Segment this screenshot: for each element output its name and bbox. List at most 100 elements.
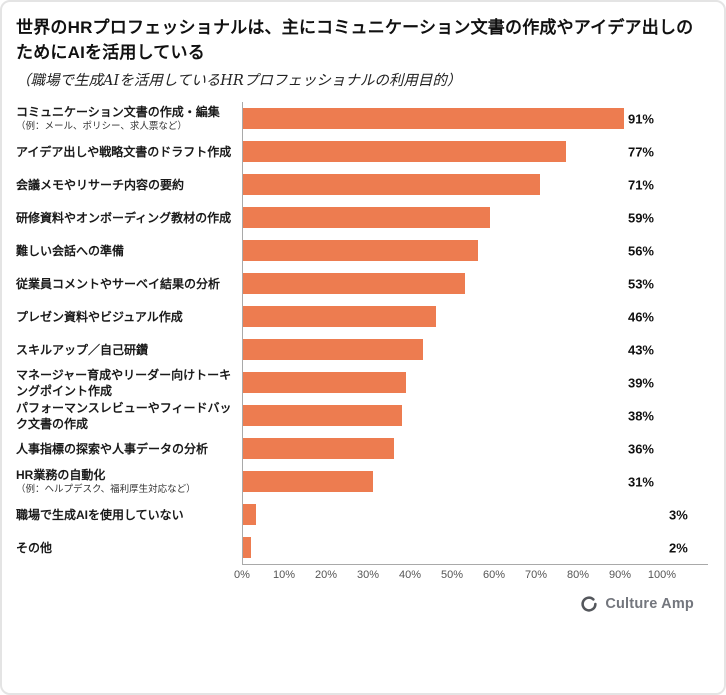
x-axis-ticks: 0% 10% 20% 30% 40% 50% 60% 70% 80% 90% 100% <box>234 569 676 585</box>
bar-track: 77% <box>243 141 662 163</box>
bar-label-group: 職場で生成AIを使用していない <box>16 507 242 523</box>
x-tick: 20% <box>314 569 338 582</box>
x-tick: 0% <box>234 569 250 582</box>
bar-caption: （例：ヘルプデスク、福利厚生対応など） <box>16 483 196 495</box>
bar-value: 91% <box>627 111 654 127</box>
x-axis-line: 0% 10% 20% 30% 40% 50% 60% 70% 80% 90% 100% <box>234 564 708 585</box>
bar-row: その他 2% <box>16 531 708 565</box>
bar-label-group: スキルアップ／自己研鑽 <box>16 342 242 358</box>
bar-value: 77% <box>627 144 654 160</box>
bar-label: 研修資料やオンボーディング教材の作成 <box>16 210 232 225</box>
bar-label: その他 <box>16 540 53 555</box>
bar <box>243 108 625 130</box>
bar-label-group: 研修資料やオンボーディング教材の作成 <box>16 210 242 226</box>
bar-chart: コミュニケーション文書の作成・編集 （例：メール、ポリシー、求人票など） 91%… <box>16 102 708 585</box>
bar-row: コミュニケーション文書の作成・編集 （例：メール、ポリシー、求人票など） 91% <box>16 102 708 136</box>
bar-track: 39% <box>243 372 662 394</box>
bar-label-group: HR業務の自動化 （例：ヘルプデスク、福利厚生対応など） <box>16 467 242 497</box>
bar-row: 職場で生成AIを使用していない 3% <box>16 498 708 532</box>
bar-track: 71% <box>243 174 662 196</box>
bar-row: プレゼン資料やビジュアル作成 46% <box>16 300 708 334</box>
bar-value: 38% <box>627 408 654 424</box>
bar-value: 43% <box>627 342 654 358</box>
bar <box>243 174 541 196</box>
bar-track: 91% <box>243 108 662 130</box>
bar-label-group: 会議メモやリサーチ内容の要約 <box>16 177 242 193</box>
bar-track: 56% <box>243 240 662 262</box>
bar <box>243 438 394 460</box>
bar-row: マネージャー育成やリーダー向けトーキングポイント作成 39% <box>16 366 708 400</box>
bar <box>243 240 478 262</box>
bar-plot-area: 38% <box>242 399 708 433</box>
bar <box>243 207 491 229</box>
bar-label: スキルアップ／自己研鑽 <box>16 342 149 357</box>
bar-row: スキルアップ／自己研鑽 43% <box>16 333 708 367</box>
x-tick: 10% <box>272 569 296 582</box>
bar-row: 従業員コメントやサーベイ結果の分析 53% <box>16 267 708 301</box>
bar <box>243 372 407 394</box>
bar-label-group: アイデア出しや戦略文書のドラフト作成 <box>16 144 242 160</box>
footer: Culture Amp <box>16 595 708 613</box>
bar-track: 3% <box>243 504 688 526</box>
bar-label: HR業務の自動化 <box>16 467 106 482</box>
bar-label: アイデア出しや戦略文書のドラフト作成 <box>16 144 232 159</box>
bar-plot-area: 91% <box>242 102 708 136</box>
x-axis: 0% 10% 20% 30% 40% 50% 60% 70% 80% 90% 100% <box>16 564 708 585</box>
bar-row: 研修資料やオンボーディング教材の作成 59% <box>16 201 708 235</box>
bar-plot-area: 46% <box>242 300 708 334</box>
bar-plot-area: 59% <box>242 201 708 235</box>
bar <box>243 273 466 295</box>
bar <box>243 537 252 559</box>
bar-row: アイデア出しや戦略文書のドラフト作成 77% <box>16 135 708 169</box>
bar-track: 53% <box>243 273 662 295</box>
bar-label: 難しい会話への準備 <box>16 243 125 258</box>
bar <box>243 306 436 328</box>
bar-label: マネージャー育成やリーダー向けトーキングポイント作成 <box>16 367 232 398</box>
bar-track: 36% <box>243 438 662 460</box>
bar-plot-area: 39% <box>242 366 708 400</box>
bar-row: 難しい会話への準備 56% <box>16 234 708 268</box>
bar-value: 39% <box>627 375 654 391</box>
x-tick: 90% <box>608 569 632 582</box>
bar-plot-area: 31% <box>242 465 708 499</box>
bar-plot-area: 53% <box>242 267 708 301</box>
bar-value: 31% <box>627 474 654 490</box>
bar-label-group: コミュニケーション文書の作成・編集 （例：メール、ポリシー、求人票など） <box>16 104 242 134</box>
bar <box>243 471 373 493</box>
bar-track: 38% <box>243 405 662 427</box>
x-tick: 60% <box>482 569 506 582</box>
x-tick: 70% <box>524 569 548 582</box>
x-axis-spacer <box>16 564 242 585</box>
bar-value: 2% <box>669 540 688 556</box>
bar-label: 会議メモやリサーチ内容の要約 <box>16 177 185 192</box>
bar-plot-area: 2% <box>242 531 708 565</box>
bar-plot-area: 56% <box>242 234 708 268</box>
bar-label: コミュニケーション文書の作成・編集 <box>16 104 220 119</box>
bar-plot-area: 3% <box>242 498 708 532</box>
page-subtitle: （職場で生成AIを活用しているHRプロフェッショナルの利用目的） <box>16 73 462 90</box>
bar-label-group: パフォーマンスレビューやフィードバック文書の作成 <box>16 400 242 432</box>
bar-label-group: 従業員コメントやサーベイ結果の分析 <box>16 276 242 292</box>
bar-track: 2% <box>243 537 688 559</box>
x-tick: 40% <box>398 569 422 582</box>
x-tick: 50% <box>440 569 464 582</box>
bar-row: 会議メモやリサーチ内容の要約 71% <box>16 168 708 202</box>
page-title: 世界のHRプロフェッショナルは、主にコミュニケーション文書の作成やアイデア出しの… <box>16 18 694 62</box>
bar-label: 人事指標の探索や人事データの分析 <box>16 441 209 456</box>
bar-row: 人事指標の探索や人事データの分析 36% <box>16 432 708 466</box>
bar-value: 71% <box>627 177 654 193</box>
bar-plot-area: 71% <box>242 168 708 202</box>
bar-label-group: プレゼン資料やビジュアル作成 <box>16 309 242 325</box>
bar-label-group: 人事指標の探索や人事データの分析 <box>16 441 242 457</box>
bar-label: 従業員コメントやサーベイ結果の分析 <box>16 276 221 291</box>
bar-row: HR業務の自動化 （例：ヘルプデスク、福利厚生対応など） 31% <box>16 465 708 499</box>
bar-track: 46% <box>243 306 662 328</box>
bar-label: プレゼン資料やビジュアル作成 <box>16 309 183 324</box>
bar <box>243 141 566 163</box>
bar-value: 3% <box>669 507 688 523</box>
bar-value: 53% <box>627 276 654 292</box>
bar-track: 43% <box>243 339 662 361</box>
x-tick: 80% <box>566 569 590 582</box>
bar-plot-area: 77% <box>242 135 708 169</box>
